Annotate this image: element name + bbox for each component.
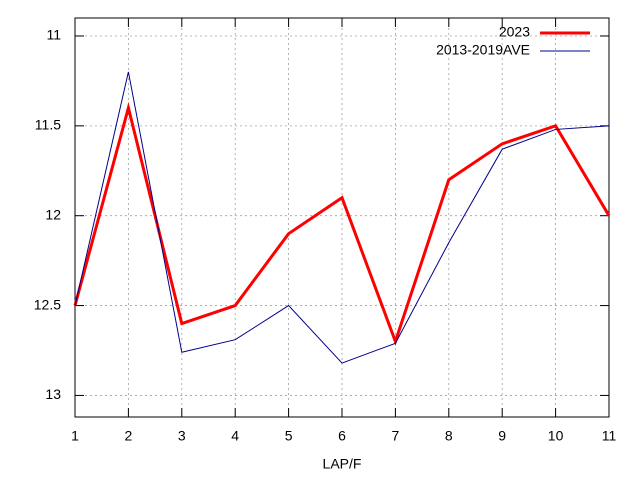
x-tick-label: 11	[602, 428, 617, 444]
x-tick-label: 2	[125, 428, 133, 444]
legend-label: 2023	[499, 24, 530, 40]
x-tick-label: 8	[445, 428, 453, 444]
y-tick-label: 12	[45, 206, 61, 222]
x-tick-label: 9	[498, 428, 506, 444]
x-tick-label: 1	[71, 428, 79, 444]
legend-label: 2013-2019AVE	[436, 42, 530, 58]
x-tick-label: 5	[285, 428, 293, 444]
y-tick-label: 12.5	[34, 296, 61, 312]
x-axis-label: LAP/F	[323, 456, 362, 472]
x-tick-label: 4	[231, 428, 239, 444]
x-tick-label: 6	[338, 428, 346, 444]
y-tick-label: 13	[45, 386, 61, 402]
y-tick-label: 11.5	[35, 117, 61, 133]
data-line	[74, 71, 610, 364]
plot-frame	[74, 17, 610, 418]
y-tick-label: 11	[46, 27, 61, 43]
x-tick-label: 10	[548, 428, 564, 444]
x-tick-label: 3	[178, 428, 186, 444]
data-line	[73, 101, 611, 347]
x-tick-label: 7	[392, 428, 400, 444]
